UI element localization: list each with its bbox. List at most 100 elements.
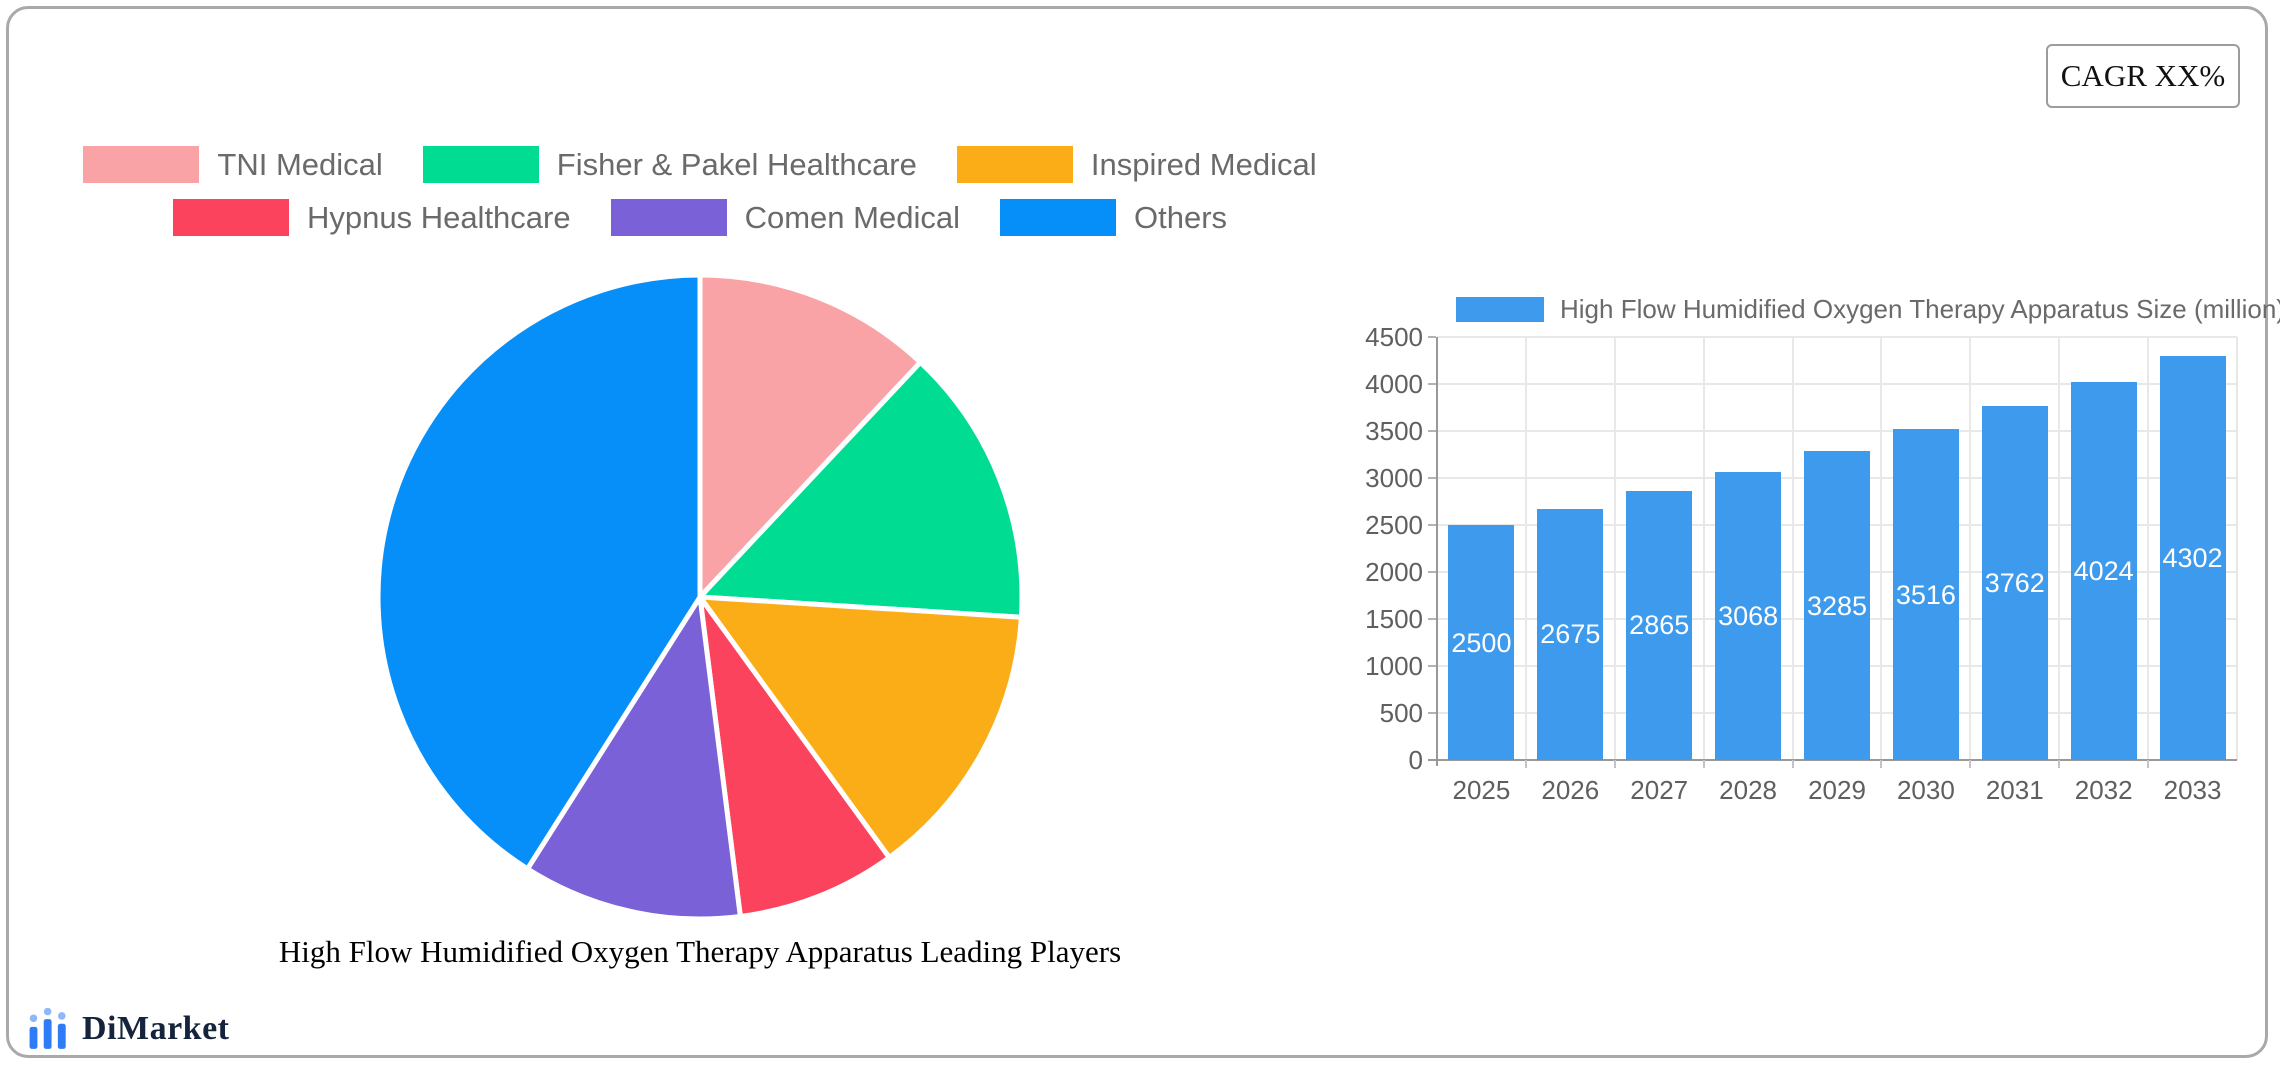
y-tick-label: 3000 xyxy=(1365,463,1423,493)
gridline-vertical xyxy=(2058,337,2061,760)
legend-label: TNI Medical xyxy=(217,146,383,182)
bar-2025 xyxy=(1448,525,1515,760)
x-axis-tick xyxy=(1880,760,1883,768)
bar-value-label: 2675 xyxy=(1540,619,1601,650)
legend-swatch xyxy=(422,146,539,183)
legend-swatch xyxy=(610,199,727,236)
gridline-vertical xyxy=(1791,337,1794,760)
bar-2029 xyxy=(1804,451,1870,760)
legend-swatch xyxy=(83,146,200,183)
bar-legend-label: High Flow Humidified Oxygen Therapy Appa… xyxy=(1560,294,2280,324)
legend-label: Inspired Medical xyxy=(1090,146,1317,182)
y-axis-tick xyxy=(1428,712,1436,714)
y-axis-tick xyxy=(1428,430,1436,432)
y-axis-tick xyxy=(1428,524,1436,526)
legend-row: Hypnus Healthcare Comen Medical Others xyxy=(172,199,1228,236)
pie-slice-comen-medical xyxy=(524,594,743,922)
x-axis-tick xyxy=(1613,760,1616,768)
x-axis-tick xyxy=(2147,760,2150,768)
bar-2030 xyxy=(1892,429,1959,760)
x-axis-tick xyxy=(1969,760,1972,768)
gridline-vertical xyxy=(1702,337,1705,760)
legend-item-comen-medical: Comen Medical xyxy=(610,199,960,236)
bar-2026 xyxy=(1537,508,1604,760)
y-tick-label: 3500 xyxy=(1365,416,1423,446)
cagr-box: CAGR XX% xyxy=(2046,44,2240,108)
pie-slice-fisher-pakel-healthcare xyxy=(697,359,1025,620)
pie-legend: TNI Medical Fisher & Pakel Healthcare Insp… xyxy=(60,146,1340,236)
x-tick-label-2028: 2028 xyxy=(1719,775,1778,805)
y-tick-label: 1500 xyxy=(1365,604,1423,634)
x-axis-tick xyxy=(2058,760,2061,768)
bar-value-label: 2865 xyxy=(1629,610,1690,641)
x-tick-label-2031: 2031 xyxy=(1985,775,2044,805)
pie-slice-others xyxy=(375,272,703,872)
y-tick-label: 0 xyxy=(1408,745,1423,775)
gridline-vertical xyxy=(1613,337,1616,760)
x-axis-tick xyxy=(1702,760,1705,768)
bar-value-label: 3762 xyxy=(1984,568,2045,599)
legend-swatch xyxy=(956,146,1073,183)
y-tick-label: 1000 xyxy=(1365,651,1423,681)
y-tick-label: 4000 xyxy=(1365,369,1423,399)
legend-item-tni-medical: TNI Medical xyxy=(83,146,383,183)
bar-value-label: 3285 xyxy=(1806,590,1868,621)
legend-swatch xyxy=(172,199,289,236)
cagr-label: CAGR XX% xyxy=(2060,58,2226,93)
pie-slice-inspired-medical xyxy=(697,594,1024,860)
gridline-vertical xyxy=(1880,337,1883,760)
gridline-horizontal xyxy=(1437,336,2237,338)
bar-value-label: 4302 xyxy=(2162,542,2223,573)
bar-legend-swatch xyxy=(1456,297,1544,322)
x-axis-tick xyxy=(1791,760,1794,768)
pie-slice-hypnus-healthcare xyxy=(697,594,892,919)
x-tick-label-2032: 2032 xyxy=(2074,775,2133,805)
legend-label: Hypnus Healthcare xyxy=(306,199,571,235)
bar-2033 xyxy=(2159,355,2226,760)
y-axis-tick xyxy=(1428,477,1436,479)
x-axis-line xyxy=(1428,759,2237,761)
bar-value-label: 2500 xyxy=(1451,627,1512,658)
logo-text: DiMarket xyxy=(82,1009,230,1047)
bar-chart-icon xyxy=(29,1008,66,1049)
pie-chart-title: High Flow Humidified Oxygen Therapy Appa… xyxy=(278,934,1122,969)
y-axis-tick xyxy=(1428,336,1436,338)
gridline-horizontal xyxy=(1437,383,2237,385)
legend-item-inspired-medical: Inspired Medical xyxy=(956,146,1317,183)
bar-value-label: 3516 xyxy=(1895,579,1956,610)
x-axis-tick xyxy=(1524,760,1527,768)
x-tick-label-2026: 2026 xyxy=(1541,775,1600,805)
gridline-vertical xyxy=(2147,337,2150,760)
bar-2027 xyxy=(1626,490,1693,760)
pie-slice-tni-medical xyxy=(697,272,923,600)
y-tick-label: 500 xyxy=(1379,698,1423,728)
bar-2031 xyxy=(1981,406,2048,760)
bar-2032 xyxy=(2070,381,2137,760)
x-tick-label-2027: 2027 xyxy=(1630,775,1689,805)
x-tick-label-2033: 2033 xyxy=(2163,775,2222,805)
pie-chart xyxy=(375,272,1025,922)
gridline-vertical xyxy=(1969,337,1972,760)
y-tick-label: 2500 xyxy=(1365,510,1423,540)
legend-label: Others xyxy=(1133,199,1228,235)
y-axis-tick xyxy=(1428,571,1436,573)
legend-item-fisher-pakel-healthcare: Fisher & Pakel Healthcare xyxy=(422,146,917,183)
legend-row: TNI Medical Fisher & Pakel Healthcare Insp… xyxy=(83,146,1317,183)
legend-item-hypnus-healthcare: Hypnus Healthcare xyxy=(172,199,571,236)
x-tick-label-2029: 2029 xyxy=(1808,775,1866,805)
legend-swatch xyxy=(999,199,1116,236)
bar-2028 xyxy=(1715,471,1782,760)
y-axis-tick xyxy=(1428,383,1436,385)
gridline-vertical xyxy=(2236,337,2238,760)
legend-item-others: Others xyxy=(999,199,1228,236)
y-axis-tick xyxy=(1428,665,1436,667)
bar-value-label: 3068 xyxy=(1718,600,1779,631)
bar-chart-legend: High Flow Humidified Oxygen Therapy Appa… xyxy=(1456,294,2280,325)
bar-chart-plot-area: 0 500 1000 1500 2000 2500 3000 3500 4000 4500 2500… xyxy=(1365,323,2238,804)
x-tick-label-2030: 2030 xyxy=(1896,775,1955,805)
y-axis-line xyxy=(1436,337,1438,766)
gridline-vertical xyxy=(1524,337,1527,760)
legend-label: Comen Medical xyxy=(744,199,960,235)
y-tick-label: 2000 xyxy=(1365,557,1423,587)
gridline-horizontal xyxy=(1437,430,2237,432)
